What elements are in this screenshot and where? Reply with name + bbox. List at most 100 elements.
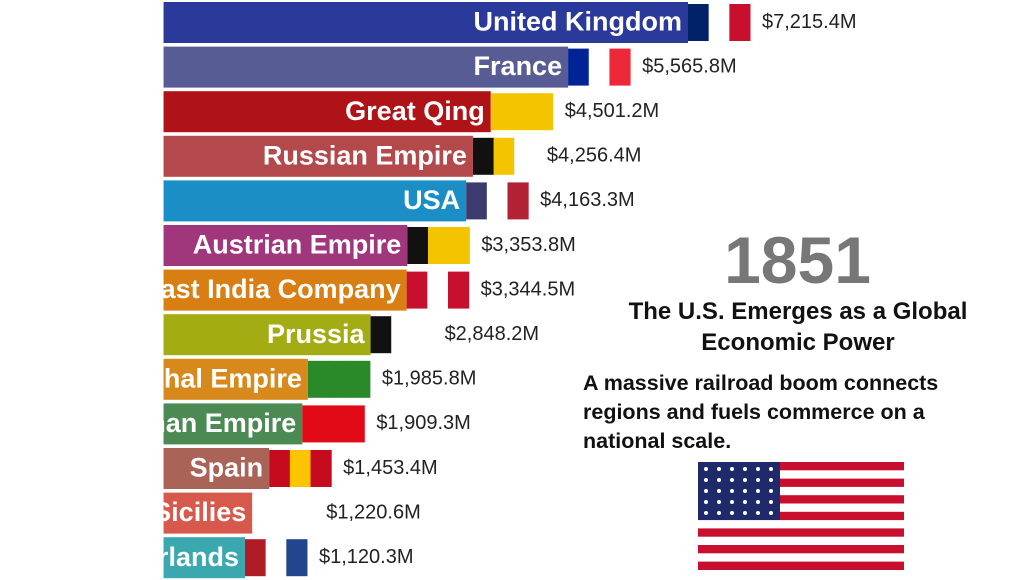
flag-stripe: [411, 316, 434, 354]
headline: The U.S. Emerges as a Global Economic Po…: [628, 298, 968, 356]
value-label: $5,565.8M: [642, 55, 737, 77]
value-label: $1,985.8M: [382, 368, 477, 390]
flag-icon: [466, 182, 529, 220]
flag-stripe: [729, 4, 751, 41]
bar: [163, 91, 491, 133]
bar: [163, 135, 473, 177]
flag-icon: [472, 137, 536, 175]
flag-stripe: [293, 494, 315, 532]
flag-star: [756, 489, 760, 493]
flag-icon: [407, 227, 470, 264]
flag-star: [730, 467, 734, 471]
flag-icon: [269, 450, 332, 487]
flag-stripe: [532, 93, 554, 131]
flag-stripe: [514, 137, 536, 175]
bar: [163, 537, 245, 579]
value-label: $4,163.3M: [540, 189, 635, 211]
flag-star: [717, 478, 721, 482]
flag-stripe: [511, 93, 533, 131]
bar: [163, 448, 270, 489]
flag-icon: [244, 539, 308, 577]
flag-icon: [302, 405, 365, 443]
flag-star: [743, 467, 747, 471]
category-label: Austrian Empire: [193, 230, 402, 260]
category-label: East India Company: [143, 274, 401, 304]
category-label: Netherlands: [83, 542, 239, 572]
flag-star: [769, 489, 773, 493]
flag-stripe: [310, 450, 332, 487]
flag-stripe: [427, 271, 449, 309]
flag-star: [756, 500, 760, 504]
flag-stripe: [472, 137, 495, 175]
flag-star: [743, 478, 747, 482]
flag-star: [704, 478, 708, 482]
flag-star: [743, 500, 747, 504]
flag-stripe: [490, 93, 512, 131]
flag-star: [756, 511, 760, 515]
category-label: Great Qing: [345, 96, 485, 126]
flag-stripe: [272, 494, 295, 532]
flag-star: [730, 500, 734, 504]
value-label: $3,344.5M: [481, 278, 576, 300]
flag-stripe: [708, 4, 730, 41]
value-label: $2,848.2M: [445, 323, 540, 345]
value-label: $1,453.4M: [343, 457, 438, 479]
flag-icon: [406, 271, 470, 309]
flag-star: [769, 511, 773, 515]
category-label: France: [474, 51, 563, 81]
big-us-flag: [698, 462, 904, 570]
bar: [163, 2, 688, 43]
flag-stripe: [448, 227, 470, 264]
flag-star: [743, 489, 747, 493]
flag-star: [769, 500, 773, 504]
flag-stripe: [688, 4, 710, 41]
bar: [163, 358, 308, 400]
bar: [163, 403, 303, 445]
flag-stripe: [343, 405, 365, 443]
flag-star: [704, 500, 708, 504]
value-label: $1,220.6M: [326, 501, 421, 523]
flag-stripe: [407, 227, 429, 264]
bar: [163, 492, 253, 534]
flag-star: [717, 500, 721, 504]
flag-stripe: [307, 360, 330, 398]
flag-star: [704, 467, 708, 471]
category-label: Spain: [190, 453, 264, 483]
flag-stripe: [568, 48, 590, 86]
category-label: Russian Empire: [263, 140, 467, 170]
flag-stripe: [322, 405, 345, 443]
flag-star: [756, 478, 760, 482]
flag-star: [756, 467, 760, 471]
bar: [163, 269, 407, 311]
flag-icon: [370, 316, 434, 354]
flag-icon: [252, 494, 315, 532]
flag-stripe: [406, 271, 428, 309]
value-label: $4,501.2M: [565, 100, 660, 122]
bar: [163, 46, 569, 88]
flag-stripe: [391, 316, 413, 354]
category-label: United Kingdom: [474, 7, 682, 37]
flag-stripe: [302, 405, 324, 443]
flag-stripe: [427, 227, 450, 264]
flag-stripe: [493, 137, 515, 175]
flag-stripe: [328, 360, 350, 398]
flag-stripe: [349, 360, 371, 398]
bar: [163, 225, 408, 266]
flag-stripe: [252, 494, 274, 532]
flag-stripe: [486, 182, 508, 220]
value-label: $1,120.3M: [319, 546, 414, 568]
flag-star: [730, 489, 734, 493]
flag-stripe: [289, 450, 312, 487]
value-label: $4,256.4M: [547, 145, 642, 167]
bar: [163, 314, 371, 356]
flag-stripe: [466, 182, 488, 220]
flag-star: [717, 511, 721, 515]
flag-stripe: [609, 48, 631, 86]
flag-stripe: [269, 450, 291, 487]
flag-star: [743, 511, 747, 515]
flag-stripe: [286, 539, 308, 577]
flag-star: [769, 467, 773, 471]
bar: [163, 180, 467, 222]
